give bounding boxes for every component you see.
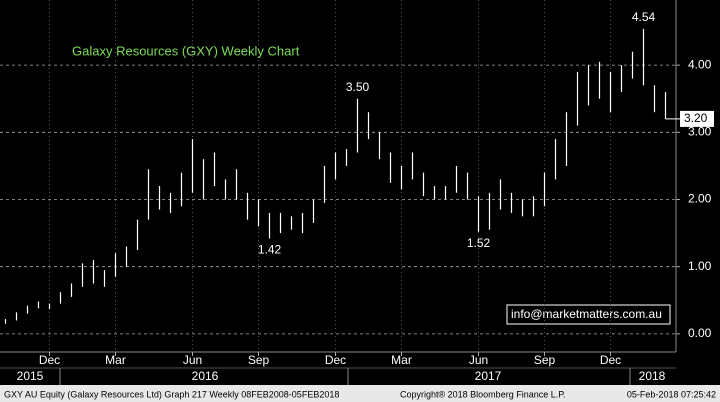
footer-right: 05-Feb-2018 07:25:42 xyxy=(627,389,716,399)
x-tick-label: Dec xyxy=(39,353,60,367)
watermark: info@marketmatters.com.au xyxy=(511,307,662,321)
x-tick-label: Mar xyxy=(105,353,126,367)
y-tick-label: 3.00 xyxy=(688,125,712,139)
last-price-label: 3.20 xyxy=(684,111,708,125)
x-tick-label: Jun xyxy=(469,353,488,367)
year-label: 2016 xyxy=(192,369,219,383)
x-tick-label: Dec xyxy=(325,353,346,367)
y-tick-label: 4.00 xyxy=(688,57,712,71)
watermark-box xyxy=(506,304,671,325)
x-tick-label: Mar xyxy=(391,353,412,367)
x-tick-label: Dec xyxy=(600,353,621,367)
year-label: 2017 xyxy=(475,369,502,383)
footer-bar xyxy=(0,385,720,402)
y-tick-label: 0.00 xyxy=(688,326,712,340)
year-label: 2015 xyxy=(17,369,44,383)
low-label: 1.42 xyxy=(258,243,282,257)
footer-center: Copyright® 2018 Bloomberg Finance L.P. xyxy=(400,389,566,399)
y-tick-label: 1.00 xyxy=(688,259,712,273)
year-label: 2018 xyxy=(639,369,666,383)
x-tick-label: Sep xyxy=(534,353,556,367)
low-label: 1.52 xyxy=(467,236,491,250)
x-tick-label: Jun xyxy=(183,353,202,367)
high-label: 3.50 xyxy=(346,80,370,94)
high-label: 4.54 xyxy=(632,10,656,24)
y-tick-label: 2.00 xyxy=(688,192,712,206)
footer-left: GXY AU Equity (Galaxy Resources Ltd) Gra… xyxy=(4,389,339,399)
last-price-box xyxy=(680,110,714,127)
chart-title: Galaxy Resources (GXY) Weekly Chart xyxy=(72,43,300,58)
x-tick-label: Sep xyxy=(248,353,270,367)
